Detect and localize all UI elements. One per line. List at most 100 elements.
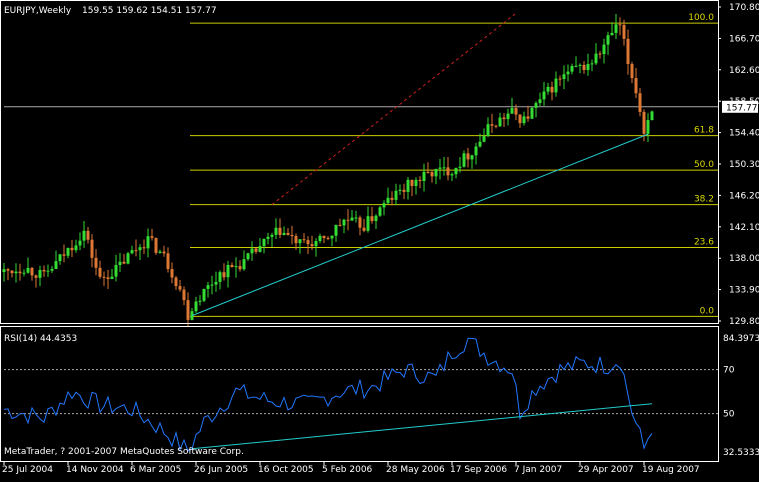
candle-body — [298, 239, 302, 244]
candle-body — [150, 236, 154, 238]
candle-body — [554, 78, 558, 93]
ohlc-label: 159.55 159.62 154.51 157.77 — [82, 6, 217, 16]
candle-body — [390, 197, 394, 200]
candle-body — [198, 300, 202, 302]
current-price-label: 157.77 — [726, 103, 758, 113]
time-tick-label: 17 Sep 2006 — [450, 465, 507, 475]
candle-body — [382, 203, 386, 208]
price-tick-label: 133.90 — [729, 286, 759, 296]
rsi-pane-frame — [0, 326, 719, 462]
channel-line[interactable] — [271, 13, 516, 205]
candle-body — [226, 264, 230, 278]
candle-body — [62, 254, 66, 256]
price-tick-label: 129.80 — [729, 317, 759, 327]
candle-body — [178, 286, 182, 290]
candle-body — [314, 241, 318, 247]
candle-body — [430, 172, 434, 177]
fib-level-label: 0.0 — [700, 306, 715, 316]
fib-level-label: 61.8 — [694, 126, 714, 136]
candle-body — [434, 168, 438, 177]
candle-body — [638, 93, 642, 112]
candle-body — [478, 141, 482, 147]
candle-body — [502, 117, 506, 120]
candle-body — [550, 86, 554, 93]
candle-body — [494, 125, 498, 127]
candle-body — [46, 270, 50, 272]
candle-body — [214, 281, 218, 285]
candle-body — [142, 247, 146, 249]
candle-body — [370, 216, 374, 222]
candle-body — [118, 261, 122, 266]
candle-body — [646, 120, 650, 134]
candle-body — [614, 24, 618, 33]
price-tick-label: 146.20 — [729, 191, 759, 201]
copyright-text: MetaTrader, ? 2001-2007 MetaQuotes Softw… — [4, 447, 244, 457]
candle-body — [542, 91, 546, 100]
candle-body — [438, 167, 442, 169]
time-tick-label: 16 Oct 2005 — [258, 465, 314, 475]
candle-body — [446, 167, 450, 176]
candle-body — [546, 86, 550, 92]
candle-body — [14, 271, 18, 274]
candle-body — [10, 270, 14, 274]
candle-body — [158, 251, 162, 253]
candle-body — [322, 235, 326, 238]
candle-body — [578, 64, 582, 66]
candle-body — [306, 240, 310, 245]
candle-body — [594, 53, 598, 64]
candle-body — [74, 245, 78, 251]
candle-body — [266, 236, 270, 239]
rsi-trendline[interactable] — [191, 403, 653, 450]
candle-body — [238, 266, 242, 270]
time-tick-label: 19 Aug 2007 — [642, 465, 700, 475]
time-tick-label: 5 Feb 2006 — [322, 465, 373, 475]
candle-body — [622, 24, 626, 39]
candle-body — [66, 247, 70, 256]
candle-body — [610, 32, 614, 36]
candle-body — [518, 114, 522, 124]
candle-body — [562, 74, 566, 79]
candle-body — [538, 99, 542, 104]
candle-body — [582, 64, 586, 71]
candle-body — [398, 189, 402, 191]
candle-body — [570, 65, 574, 72]
candle-body — [294, 236, 298, 244]
candle-body — [50, 268, 54, 271]
candle-body — [138, 247, 142, 251]
time-tick-label: 14 Nov 2004 — [66, 465, 124, 475]
candle-body — [202, 288, 206, 301]
symbol-label: EURJPY,Weekly — [4, 6, 72, 16]
candle-body — [134, 250, 138, 252]
candle-body — [166, 253, 170, 270]
candle-body — [650, 111, 654, 121]
candle-body — [414, 179, 418, 186]
candle-body — [114, 265, 118, 277]
candle-body — [26, 267, 30, 273]
candle-body — [334, 224, 338, 236]
candle-body — [358, 217, 362, 228]
price-tick-label: 154.40 — [729, 129, 759, 139]
candle-body — [34, 275, 38, 278]
candle-body — [338, 224, 342, 226]
candle-body — [274, 227, 278, 235]
candle-body — [218, 272, 222, 282]
candle-body — [242, 259, 246, 270]
rsi-title: RSI(14) 44.4353 — [4, 334, 77, 344]
candle-body — [6, 269, 10, 271]
candle-body — [378, 207, 382, 216]
candle-body — [170, 269, 174, 278]
candle-body — [454, 167, 458, 175]
candle-body — [598, 53, 602, 55]
candle-body — [286, 232, 290, 235]
rsi-axis-label: 84.3973 — [723, 334, 759, 344]
candle-body — [30, 267, 34, 276]
candle-body — [574, 65, 578, 67]
candle-body — [282, 232, 286, 236]
time-tick-label: 6 Mar 2005 — [130, 465, 181, 475]
candle-body — [346, 219, 350, 221]
candle-body — [406, 179, 410, 192]
candle-body — [126, 253, 130, 264]
candle-body — [246, 253, 250, 260]
trendline[interactable] — [191, 133, 649, 317]
